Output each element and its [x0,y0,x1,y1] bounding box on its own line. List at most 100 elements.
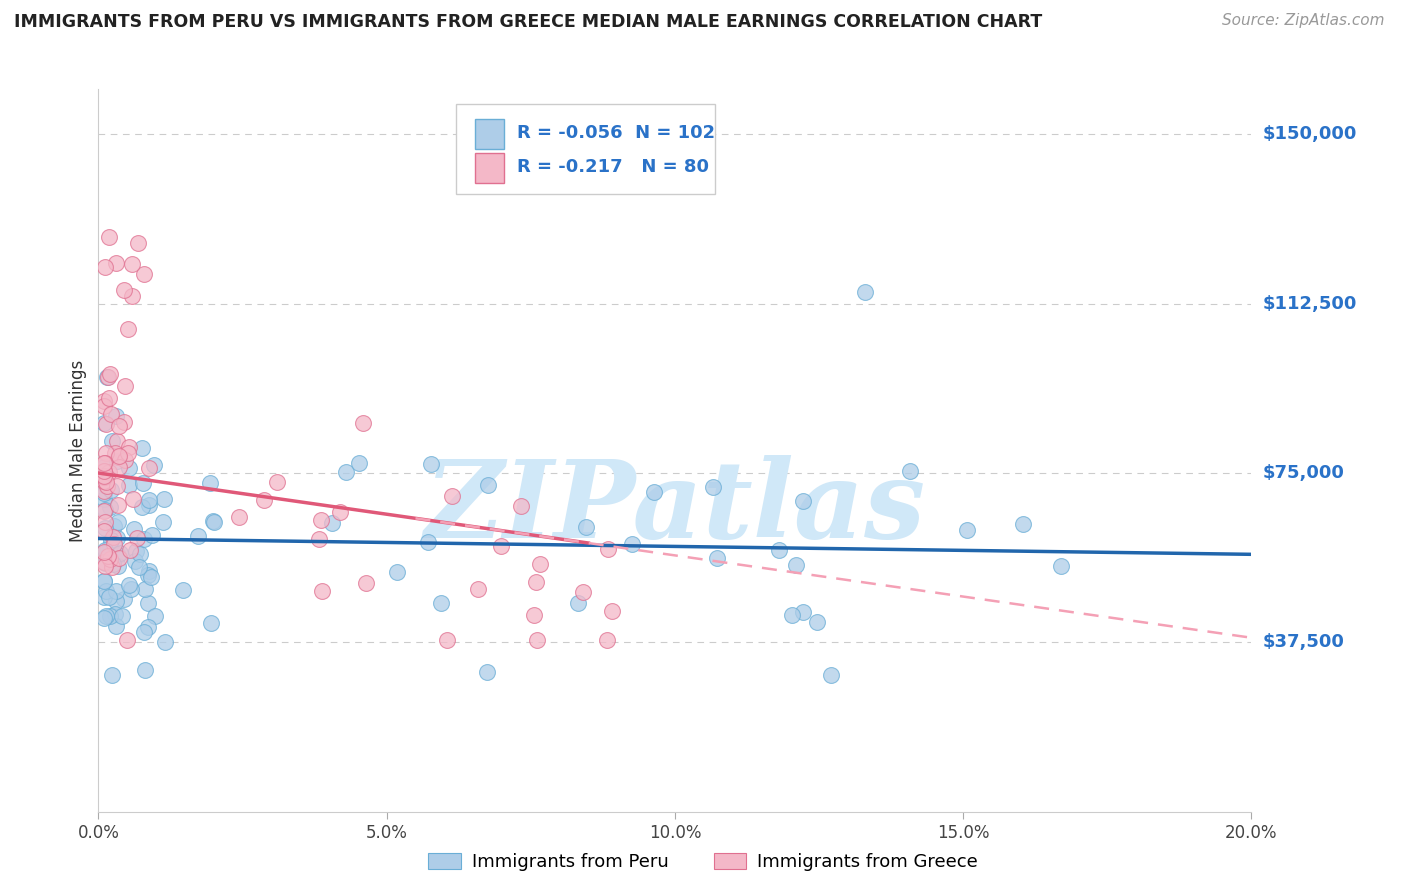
Text: R = -0.217   N = 80: R = -0.217 N = 80 [517,158,709,176]
Point [118,461,141,475]
Point [107,548,129,562]
Point [100,483,122,498]
Point [107,450,129,465]
Point [643,484,665,499]
Point [780,608,803,623]
Point [253,493,276,508]
Point [956,523,979,537]
Point [347,456,370,470]
Point [97,549,120,563]
Point [308,533,330,547]
Point [98,465,121,479]
Point [335,465,357,479]
Point [93,504,115,518]
Point [311,584,333,599]
Point [202,515,225,529]
Point [103,518,125,533]
Point [118,440,141,454]
Point [98,609,121,624]
Point [138,460,160,475]
Point [136,620,159,634]
Point [898,463,921,477]
Legend: Immigrants from Peru, Immigrants from Greece: Immigrants from Peru, Immigrants from Gr… [422,846,984,879]
FancyBboxPatch shape [456,103,716,194]
Text: $112,500: $112,500 [1263,294,1357,313]
Point [136,596,159,610]
Point [329,505,352,519]
Point [820,668,842,682]
Point [436,633,458,648]
Point [93,545,115,559]
Point [105,584,128,599]
Point [489,540,512,554]
Text: $150,000: $150,000 [1263,126,1357,144]
Point [309,513,332,527]
Text: IMMIGRANTS FROM PERU VS IMMIGRANTS FROM GREECE MEDIAN MALE EARNINGS CORRELATION : IMMIGRANTS FROM PERU VS IMMIGRANTS FROM … [14,13,1042,31]
Point [132,475,155,490]
Point [131,500,153,514]
Point [128,560,150,574]
Point [131,441,153,455]
Point [96,584,118,599]
Point [600,604,623,618]
Point [441,489,464,503]
Point [101,668,124,682]
Point [93,483,115,498]
Point [200,475,222,490]
Point [108,449,131,463]
FancyBboxPatch shape [475,153,505,183]
Point [138,498,160,512]
Point [93,556,115,570]
Point [108,418,131,433]
Point [134,625,156,640]
Point [200,616,222,631]
Point [138,492,160,507]
Point [127,236,149,251]
Point [228,510,250,524]
Point [785,558,807,572]
Point [93,416,115,430]
Point [702,480,724,494]
Point [104,409,127,423]
Point [1049,558,1071,573]
Point [104,618,127,632]
Point [112,591,135,606]
Point [94,543,117,558]
Point [104,607,127,622]
Point [419,457,441,471]
Point [118,577,141,591]
Point [93,468,115,483]
Point [134,663,156,677]
Point [103,557,125,571]
Point [153,492,176,507]
Point [93,555,115,569]
Point [93,393,115,408]
Point [266,475,288,489]
Point [105,453,128,467]
Point [93,464,115,478]
Point [101,531,124,545]
Point [136,568,159,582]
Point [143,609,166,624]
Point [94,521,117,535]
FancyBboxPatch shape [475,119,505,149]
Point [1012,516,1035,531]
Point [510,499,533,513]
Point [118,542,141,557]
Point [112,283,135,297]
Point [93,456,115,470]
Point [105,479,128,493]
Point [141,528,163,542]
Point [477,478,499,492]
Point [114,379,136,393]
Point [792,605,814,619]
Point [134,532,156,546]
Point [526,633,548,648]
Point [125,544,148,558]
Point [98,230,121,244]
Point [321,516,343,531]
Point [97,590,120,604]
Point [138,564,160,578]
Point [98,539,121,553]
Point [103,537,125,551]
